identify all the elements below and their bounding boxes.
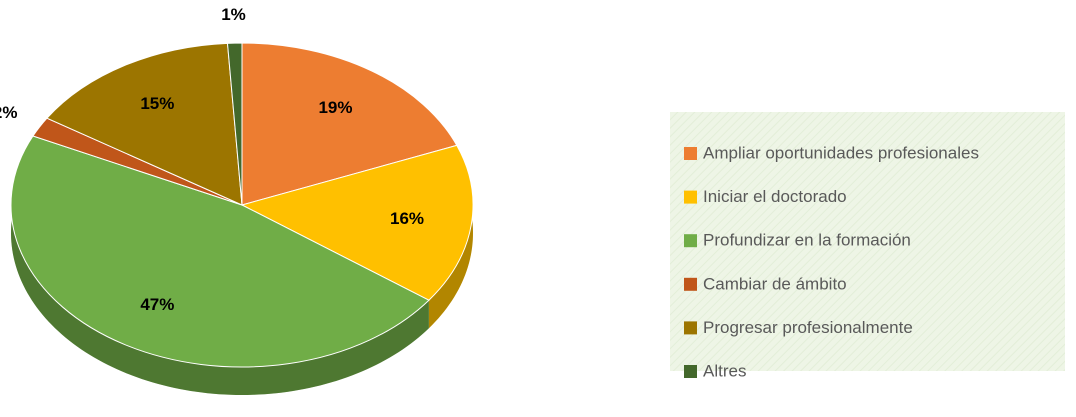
slice-side-shade [428,145,473,329]
data-label: 16% [390,209,424,228]
legend-label: Cambiar de ámbito [703,274,847,293]
data-label: 19% [318,98,352,117]
slice [10,135,430,368]
slice [46,42,243,206]
legend-label: Progresar profesionalmente [703,318,913,337]
slice [240,144,474,301]
legend-swatch [684,234,697,248]
data-label: 1% [221,5,246,24]
legend-box [670,112,1065,371]
slice [241,42,458,206]
slice-side [428,145,473,329]
data-label: 2% [0,103,17,122]
data-label: 47% [140,295,174,314]
slice [226,42,243,206]
legend-swatch [684,277,697,291]
legend-swatch [684,147,697,160]
legend-swatch [684,321,697,335]
legend-label: Profundizar en la formación [703,231,911,250]
legend-label: Iniciar el doctorado [703,187,847,206]
data-label: 15% [140,94,174,113]
legend-label: Altres [703,361,746,380]
legend-swatch [684,190,697,204]
legend-swatch [684,365,697,378]
legend-label: Ampliar oportunidades profesionales [703,143,979,162]
